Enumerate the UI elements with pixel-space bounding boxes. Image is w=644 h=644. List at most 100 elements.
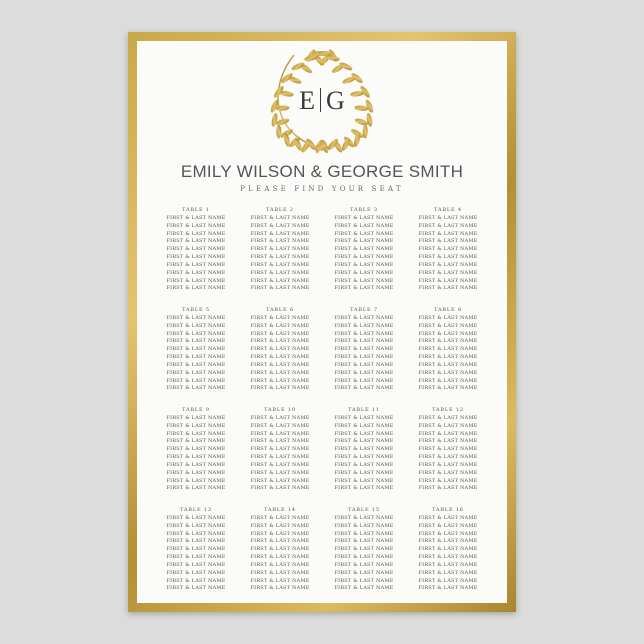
guest-name: First & Last Name: [166, 261, 226, 268]
guest-name: First & Last Name: [166, 322, 226, 329]
guest-name: First & Last Name: [334, 354, 394, 361]
guest-name: First & Last Name: [250, 461, 310, 468]
guest-name: First & Last Name: [166, 530, 226, 537]
table-title: Table 3: [350, 207, 378, 213]
guest-name: First & Last Name: [334, 277, 394, 284]
guest-name: First & Last Name: [418, 454, 478, 461]
guest-name: First & Last Name: [418, 285, 478, 292]
guest-name: First & Last Name: [250, 254, 310, 261]
guest-name: First & Last Name: [334, 461, 394, 468]
guest-name: First & Last Name: [250, 338, 310, 345]
table-block: Table 14 First & Last Name First & Last Na…: [238, 507, 322, 607]
guest-name: First & Last Name: [166, 377, 226, 384]
guest-name: First & Last Name: [418, 514, 478, 521]
guest-name: First & Last Name: [166, 461, 226, 468]
table-title: Table 16: [432, 507, 464, 513]
guest-name: First & Last Name: [166, 546, 226, 553]
table-block: Table 10 First & Last Name First & Last Na…: [238, 407, 322, 507]
guest-name: First & Last Name: [166, 254, 226, 261]
guest-name: First & Last Name: [250, 585, 310, 592]
guest-name: First & Last Name: [166, 238, 226, 245]
tables-grid: Table 1 First & Last Name First & Last Nam…: [154, 207, 490, 607]
guest-name: First & Last Name: [166, 485, 226, 492]
guest-name: First & Last Name: [418, 322, 478, 329]
guest-name: First & Last Name: [250, 514, 310, 521]
table-title: Table 5: [182, 307, 210, 313]
table-block: Table 15 First & Last Name First & Last Na…: [322, 507, 406, 607]
table-title: Table 15: [348, 507, 380, 513]
guest-name: First & Last Name: [250, 330, 310, 337]
guest-name: First & Last Name: [334, 246, 394, 253]
guest-name: First & Last Name: [250, 285, 310, 292]
guest-name: First & Last Name: [418, 469, 478, 476]
guest-name: First & Last Name: [334, 314, 394, 321]
guest-name: First & Last Name: [166, 454, 226, 461]
table-title: Table 10: [264, 407, 296, 413]
guest-name: First & Last Name: [418, 554, 478, 561]
guest-name: First & Last Name: [166, 561, 226, 568]
guest-name: First & Last Name: [418, 485, 478, 492]
table-title: Table 9: [182, 407, 210, 413]
guest-name: First & Last Name: [334, 338, 394, 345]
guest-name: First & Last Name: [418, 477, 478, 484]
table-block: Table 3 First & Last Name First & Last Nam…: [322, 207, 406, 307]
table-block: Table 9 First & Last Name First & Last Nam…: [154, 407, 238, 507]
guest-name: First & Last Name: [166, 446, 226, 453]
guest-name: First & Last Name: [250, 230, 310, 237]
guest-name: First & Last Name: [166, 414, 226, 421]
guest-name: First & Last Name: [334, 454, 394, 461]
guest-name: First & Last Name: [334, 230, 394, 237]
monogram-right: G: [326, 86, 345, 115]
guest-name: First & Last Name: [418, 530, 478, 537]
table-title: Table 12: [432, 407, 464, 413]
guest-name: First & Last Name: [250, 577, 310, 584]
guest-name: First & Last Name: [334, 577, 394, 584]
table-block: Table 11 First & Last Name First & Last Na…: [322, 407, 406, 507]
guest-name: First & Last Name: [418, 330, 478, 337]
subtitle: PLEASE FIND YOUR SEAT: [240, 185, 404, 193]
guest-name: First & Last Name: [334, 238, 394, 245]
table-block: Table 2 First & Last Name First & Last Nam…: [238, 207, 322, 307]
guest-name: First & Last Name: [334, 322, 394, 329]
guest-name: First & Last Name: [418, 230, 478, 237]
guest-name: First & Last Name: [334, 546, 394, 553]
table-title: Table 8: [434, 307, 462, 313]
guest-name: First & Last Name: [166, 269, 226, 276]
guest-name: First & Last Name: [334, 361, 394, 368]
guest-name: First & Last Name: [418, 346, 478, 353]
guest-name: First & Last Name: [418, 238, 478, 245]
table-title: Table 1: [182, 207, 210, 213]
guest-name: First & Last Name: [418, 214, 478, 221]
guest-name: First & Last Name: [334, 369, 394, 376]
guest-name: First & Last Name: [334, 254, 394, 261]
guest-name: First & Last Name: [418, 546, 478, 553]
guest-name: First & Last Name: [334, 485, 394, 492]
guest-name: First & Last Name: [166, 569, 226, 576]
guest-name: First & Last Name: [418, 338, 478, 345]
guest-name: First & Last Name: [166, 314, 226, 321]
guest-name: First & Last Name: [334, 538, 394, 545]
guest-name: First & Last Name: [334, 585, 394, 592]
guest-name: First & Last Name: [250, 238, 310, 245]
guest-name: First & Last Name: [250, 561, 310, 568]
guest-name: First & Last Name: [166, 222, 226, 229]
guest-name: First & Last Name: [250, 214, 310, 221]
guest-name: First & Last Name: [250, 446, 310, 453]
guest-name: First & Last Name: [250, 569, 310, 576]
guest-name: First & Last Name: [250, 361, 310, 368]
guest-name: First & Last Name: [250, 346, 310, 353]
table-block: Table 4 First & Last Name First & Last Nam…: [406, 207, 490, 307]
guest-name: First & Last Name: [250, 454, 310, 461]
guest-name: First & Last Name: [166, 554, 226, 561]
table-block: Table 5 First & Last Name First & Last Nam…: [154, 307, 238, 407]
guest-name: First & Last Name: [334, 469, 394, 476]
guest-name: First & Last Name: [418, 577, 478, 584]
guest-name: First & Last Name: [250, 377, 310, 384]
guest-name: First & Last Name: [250, 314, 310, 321]
guest-name: First & Last Name: [418, 585, 478, 592]
guest-name: First & Last Name: [166, 430, 226, 437]
guest-name: First & Last Name: [250, 322, 310, 329]
guest-name: First & Last Name: [250, 385, 310, 392]
